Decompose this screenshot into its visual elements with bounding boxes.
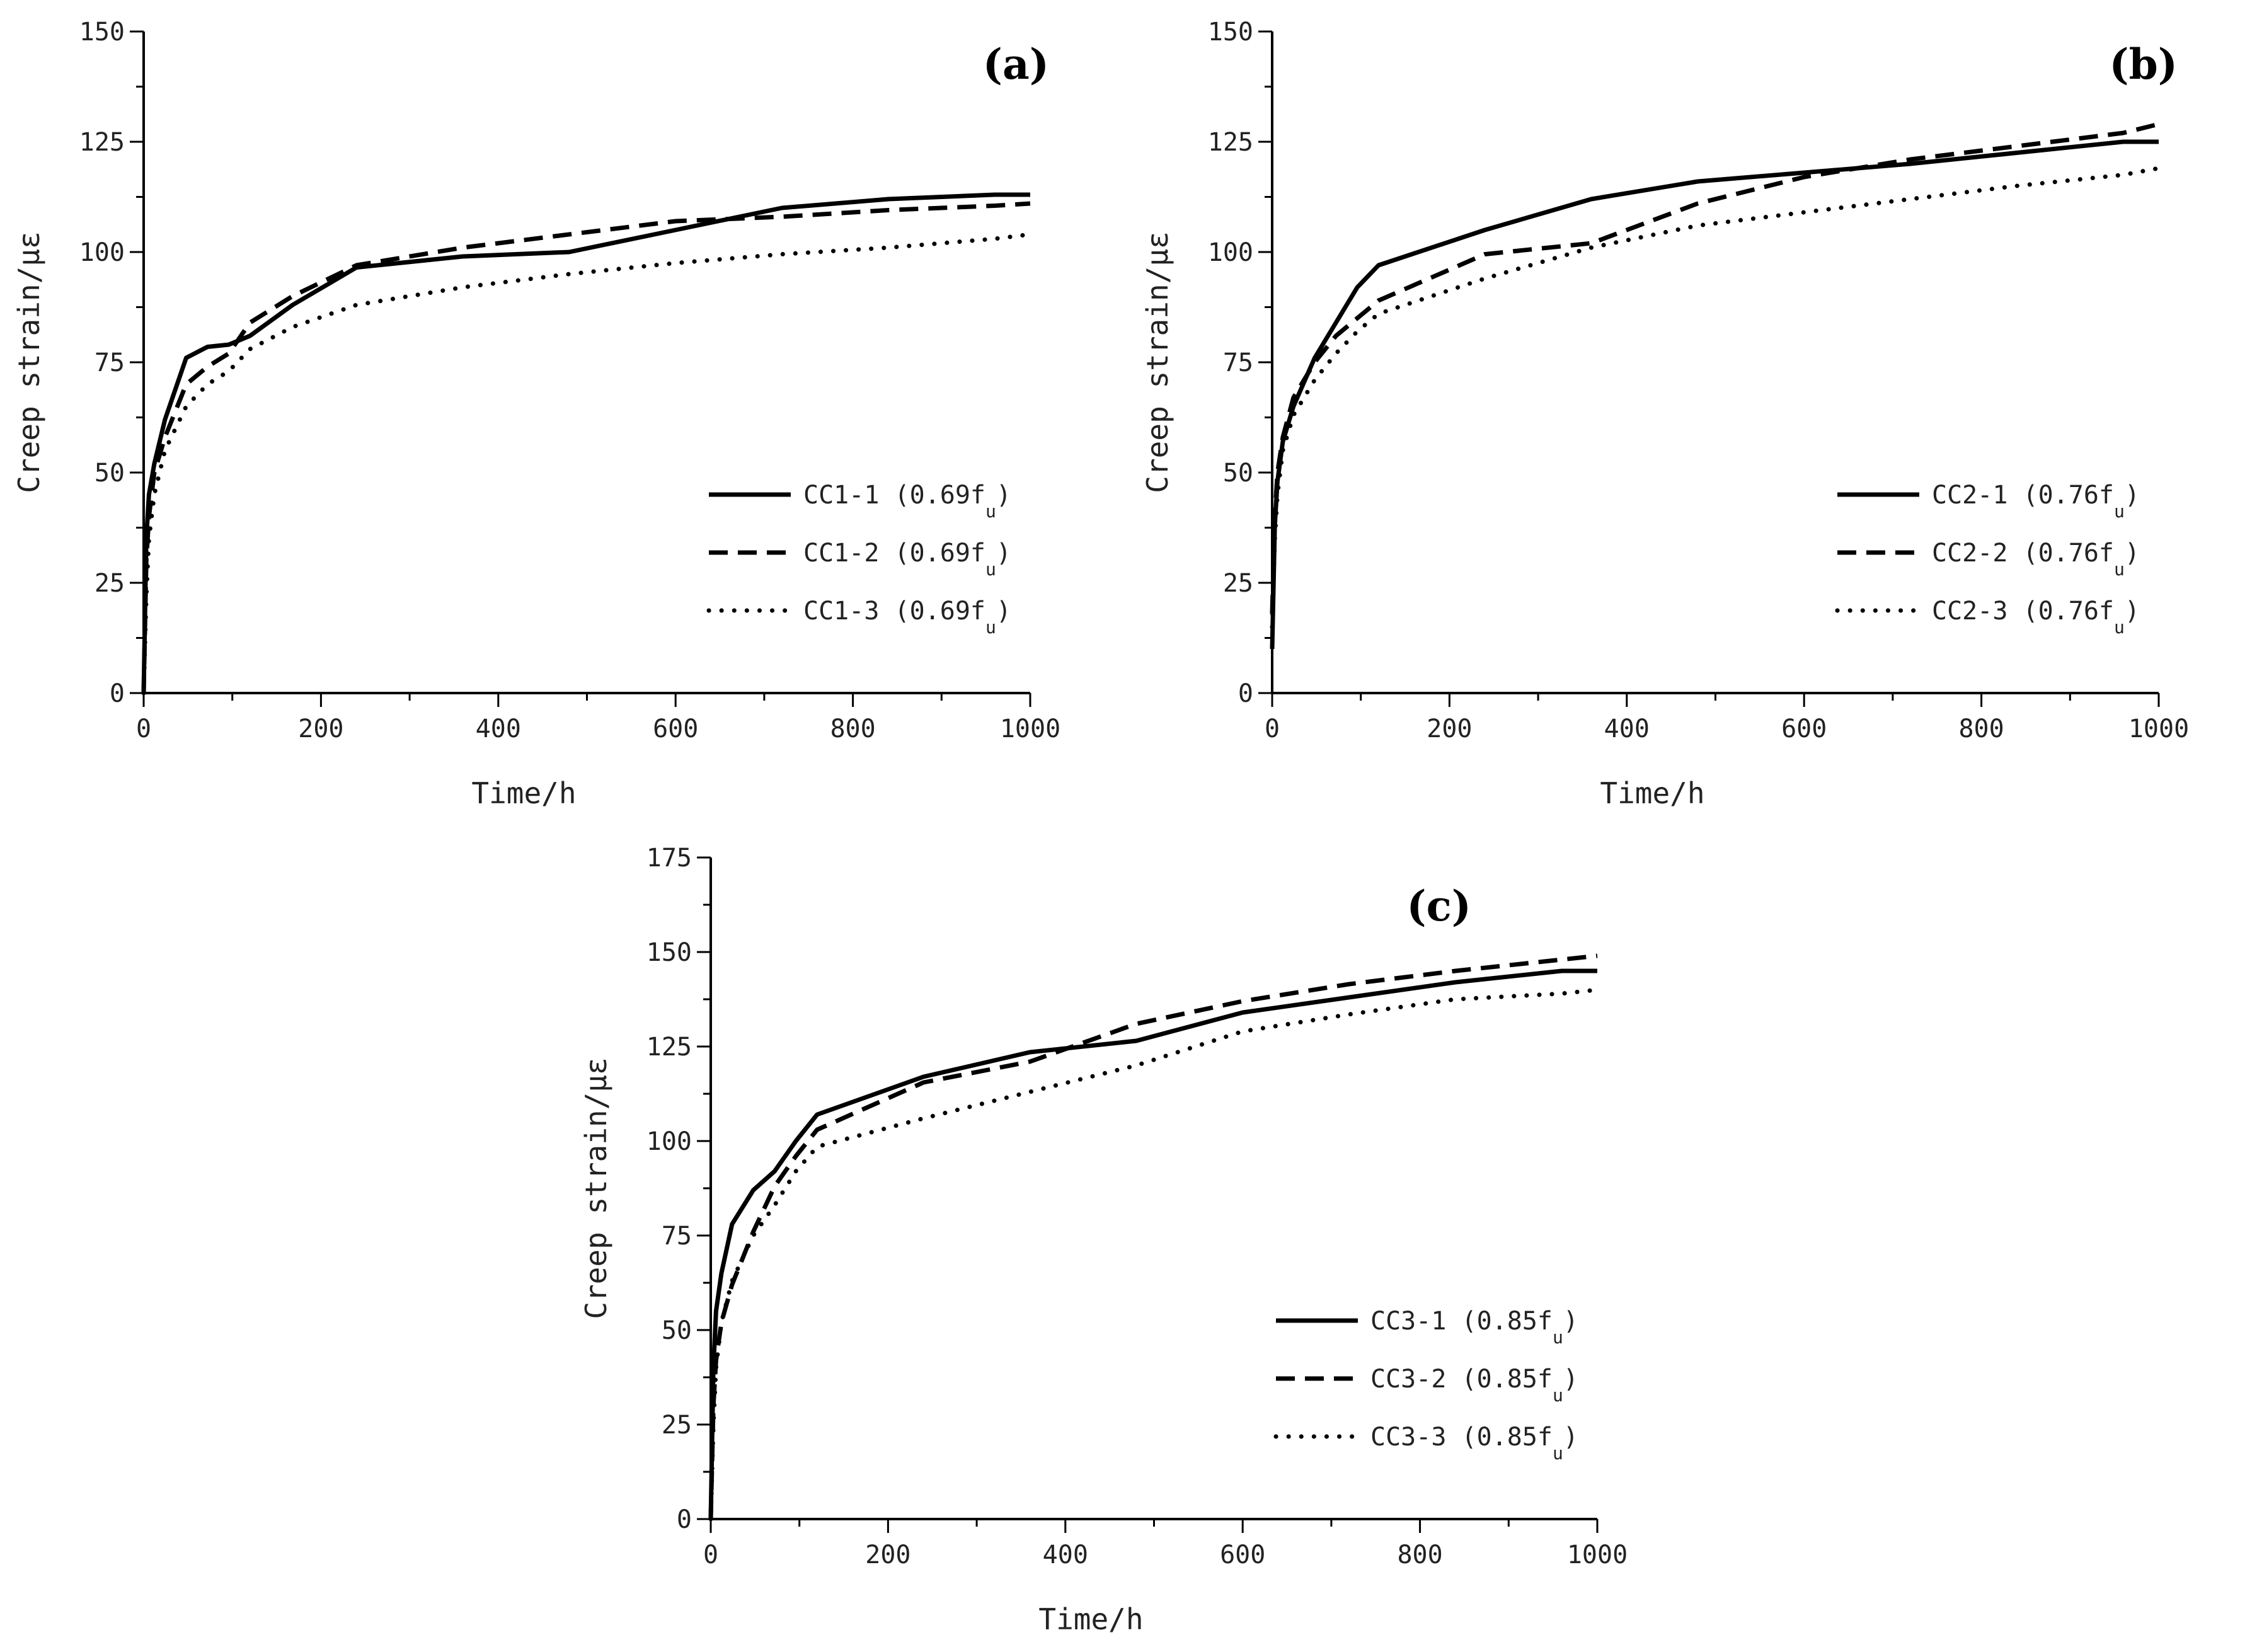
legend-entry-CC1-2: CC1-2 (0.69fu) (803, 539, 1011, 580)
legend-close-paren: ) (996, 597, 1011, 626)
legend-close-paren: ) (1563, 1307, 1578, 1336)
legend-entry-CC3-3: CC3-3 (0.85fu) (1370, 1423, 1578, 1464)
legend-subscript: u (985, 501, 996, 522)
legend-entry-CC2-2: CC2-2 (0.76fu) (1932, 539, 2140, 580)
x-tick-label: 400 (1043, 1540, 1088, 1569)
y-tick-label: 150 (646, 938, 692, 967)
y-tick-label: 125 (646, 1033, 692, 1062)
panel-label: (c) (1406, 881, 1471, 931)
y-tick-label: 50 (1223, 459, 1253, 488)
y-tick-label: 0 (677, 1505, 692, 1534)
series-line-CC3-1 (708, 968, 1597, 1520)
x-tick-label: 1000 (2128, 714, 2189, 743)
x-tick-label: 600 (1781, 714, 1827, 743)
legend-subscript: u (985, 559, 996, 580)
series-line-CC3-2 (708, 953, 1598, 1520)
legend-entry-CC3-1: CC3-1 (0.85fu) (1370, 1307, 1578, 1348)
legend-subscript: u (1553, 1385, 1563, 1406)
y-tick-label: 75 (662, 1222, 692, 1251)
x-tick-label: 1000 (1000, 714, 1060, 743)
x-tick-label: 1000 (1567, 1540, 1628, 1569)
x-tick-label: 200 (298, 714, 343, 743)
x-tick-label: 800 (1958, 714, 2004, 743)
y-tick-label: 0 (1238, 679, 1253, 708)
y-tick-label: 25 (662, 1411, 692, 1440)
x-tick-label: 200 (1427, 714, 1472, 743)
legend-entry-CC2-1: CC2-1 (0.76fu) (1932, 481, 2140, 522)
panel-label: (a) (983, 40, 1049, 89)
x-tick-label: 200 (865, 1540, 910, 1569)
legend-close-paren: ) (996, 539, 1011, 568)
x-tick-label: 800 (1397, 1540, 1442, 1569)
y-tick-label: 125 (1208, 128, 1253, 157)
y-tick-label: 100 (1208, 238, 1253, 267)
y-tick-label: 50 (662, 1316, 692, 1345)
x-tick-label: 400 (476, 714, 521, 743)
y-tick-label: 75 (95, 348, 125, 377)
legend-subscript: u (985, 617, 996, 638)
y-tick-label: 100 (79, 238, 125, 267)
legend-subscript: u (1553, 1443, 1563, 1464)
x-tick-label: 0 (703, 1540, 718, 1569)
legend-entry-CC1-1: CC1-1 (0.69fu) (803, 481, 1011, 522)
y-tick-label: 25 (95, 569, 125, 598)
legend-subscript: u (1553, 1327, 1563, 1348)
series-line-CC2-1 (1270, 139, 2159, 650)
legend-subscript: u (2114, 501, 2125, 522)
series-line-CC2-2 (1270, 122, 2159, 614)
legend-entry-CC2-3: CC2-3 (0.76fu) (1932, 597, 2140, 638)
x-tick-label: 800 (830, 714, 875, 743)
x-axis-title: Time/h (1600, 776, 1704, 810)
plot-area: 0 25 50 75 100 125 150 0 200 400 600 800 1000 CC2-1 (… (1208, 18, 2189, 743)
legend-subscript: u (2114, 617, 2125, 638)
chart-panel-b: 0 25 50 75 100 125 150 0 200 400 600 800 1000 CC2-1 (… (1140, 18, 2189, 810)
x-axis-title: Time/h (471, 776, 576, 810)
series-line-CC1-3 (141, 232, 1033, 696)
y-tick-label: 150 (1208, 18, 1253, 47)
series-line-CC1-2 (141, 201, 1031, 694)
series-line-CC1-1 (141, 192, 1030, 694)
legend-entry-CC3-2: CC3-2 (0.85fu) (1370, 1365, 1578, 1406)
chart-panel-c: 0 25 50 75 100 125 150 175 0 200 400 600 800 1000 CC3-… (579, 844, 1628, 1636)
y-tick-label: 150 (79, 18, 125, 47)
x-tick-label: 0 (1265, 714, 1280, 743)
y-axis-title: Creep strain/με (579, 1057, 613, 1319)
y-tick-label: 50 (95, 459, 125, 488)
panel-label: (b) (2109, 40, 2178, 89)
x-tick-label: 600 (653, 714, 698, 743)
legend-close-paren: ) (2125, 597, 2140, 626)
y-axis-title: Creep strain/με (1140, 231, 1174, 493)
x-axis-title: Time/h (1038, 1602, 1143, 1636)
legend-close-paren: ) (996, 481, 1011, 510)
legend-close-paren: ) (1563, 1365, 1578, 1394)
y-tick-label: 0 (110, 679, 125, 708)
legend-close-paren: ) (2125, 481, 2140, 510)
y-tick-label: 100 (646, 1127, 692, 1156)
legend-close-paren: ) (1563, 1423, 1578, 1452)
legend-close-paren: ) (2125, 539, 2140, 568)
y-tick-label: 125 (79, 128, 125, 157)
plot-area: 0 25 50 75 100 125 150 0 200 400 600 800 1000 CC1-1 (… (79, 18, 1060, 743)
plot-area: 0 25 50 75 100 125 150 175 0 200 400 600 800 1000 CC3-… (646, 844, 1628, 1569)
legend-entry-CC1-3: CC1-3 (0.69fu) (803, 597, 1011, 638)
y-tick-label: 175 (646, 844, 692, 873)
x-tick-label: 400 (1604, 714, 1650, 743)
x-tick-label: 600 (1220, 1540, 1265, 1569)
y-axis-title: Creep strain/με (12, 231, 46, 493)
chart-panel-a: 0 25 50 75 100 125 150 0 200 400 600 800 1000 CC1-1 (… (12, 18, 1060, 810)
legend-subscript: u (2114, 559, 2125, 580)
y-tick-label: 25 (1223, 569, 1253, 598)
y-tick-label: 75 (1223, 348, 1253, 377)
x-tick-label: 0 (136, 714, 151, 743)
